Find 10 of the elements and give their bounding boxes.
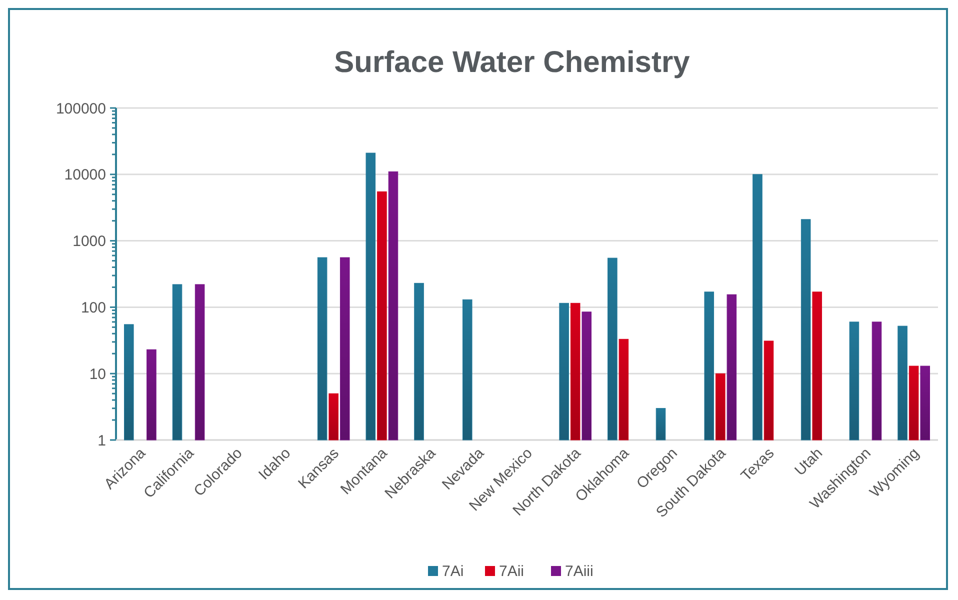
legend-label: 7Ai xyxy=(442,563,464,580)
chart-title: Surface Water Chemistry xyxy=(334,46,690,79)
y-tick-label: 1000 xyxy=(72,233,106,250)
y-tick-label: 100000 xyxy=(56,100,106,118)
legend-label: 7Aiii xyxy=(565,563,594,580)
y-tick-label: 10 xyxy=(89,366,106,383)
legend-label: 7Aii xyxy=(499,563,524,580)
y-tick-label: 1 xyxy=(98,432,106,450)
y-tick-label: 10000 xyxy=(64,166,106,184)
y-tick-label: 100 xyxy=(80,299,106,316)
